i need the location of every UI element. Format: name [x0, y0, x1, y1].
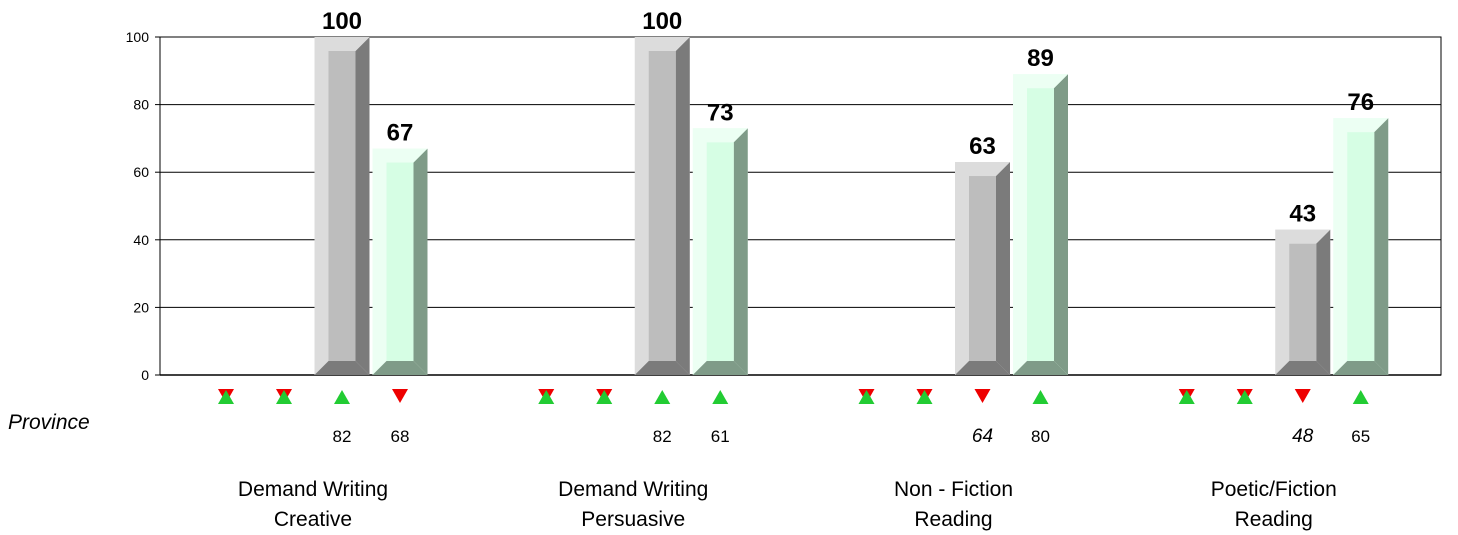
data-label: 100 [322, 8, 362, 35]
province-value: 64 [972, 426, 993, 447]
bar [314, 37, 370, 375]
bar-top [1013, 74, 1068, 89]
up-triangle-icon [1178, 390, 1195, 404]
bar-front [1347, 132, 1375, 361]
x-tick-label: Demand Writing [238, 478, 388, 501]
x-tick-label: Persuasive [581, 508, 685, 531]
down-triangle-icon [1294, 389, 1311, 403]
bar-front [386, 162, 414, 361]
data-label: 43 [1289, 201, 1316, 228]
province-value: 68 [391, 427, 410, 446]
bar-front [328, 51, 356, 361]
data-label: 89 [1027, 45, 1054, 72]
y-tick-label: 40 [133, 232, 149, 248]
province-value: 48 [1292, 426, 1314, 447]
x-tick-label: Non - Fiction [894, 478, 1013, 501]
bar-bottom [955, 361, 1010, 375]
up-triangle-icon [1236, 390, 1253, 404]
bar-top [634, 37, 690, 51]
y-tick-label: 0 [141, 367, 149, 383]
province-row-label: Province [8, 411, 90, 434]
up-triangle-icon [916, 390, 933, 404]
bar [634, 37, 690, 375]
bar-front [648, 51, 676, 361]
bar-side [355, 37, 370, 375]
bar-bottom [372, 361, 428, 375]
up-triangle-icon [858, 390, 875, 404]
bar-front [969, 176, 996, 361]
province-value: 82 [333, 427, 352, 446]
up-triangle-icon [1032, 390, 1049, 404]
bar [372, 148, 428, 375]
bar-side [1316, 229, 1331, 375]
y-tick-label: 80 [133, 97, 149, 113]
y-tick-label: 100 [126, 29, 150, 45]
bar-top [1275, 229, 1331, 244]
bar [1013, 74, 1068, 376]
bar-top [955, 162, 1010, 177]
data-label: 100 [642, 8, 682, 35]
y-tick-label: 60 [133, 164, 149, 180]
bar-side [413, 148, 428, 375]
down-triangle-icon [974, 389, 991, 403]
province-value: 82 [653, 427, 672, 446]
bar-bottom [1013, 361, 1068, 375]
bar-front [1289, 243, 1317, 361]
bar-side [675, 37, 690, 375]
bar-bottom [634, 361, 690, 375]
up-triangle-icon [712, 390, 729, 404]
bar-top [372, 148, 428, 163]
bar-bottom [1333, 361, 1389, 375]
bar-top [1333, 118, 1389, 133]
value-labels: 100 67 100 73 63 89 43 76 [322, 8, 1374, 228]
x-tick-label: Demand Writing [558, 478, 708, 501]
bar-top [314, 37, 370, 51]
y-tick-label: 20 [133, 299, 149, 315]
bar-side [733, 128, 748, 375]
bar-side [1374, 118, 1389, 376]
province-value: 65 [1351, 427, 1370, 446]
up-triangle-icon [276, 390, 292, 404]
x-tick-label: Reading [914, 508, 992, 531]
x-tick-label: Creative [274, 508, 352, 531]
x-tick-label: Poetic/Fiction [1211, 478, 1337, 501]
bars [314, 37, 1389, 376]
bar-top [692, 128, 748, 143]
bar [1333, 118, 1389, 376]
bar [955, 162, 1010, 375]
province-value: 80 [1031, 427, 1050, 446]
data-label: 76 [1347, 89, 1374, 116]
up-triangle-icon [654, 390, 671, 404]
bar-side [996, 162, 1010, 375]
bar-side [1054, 74, 1068, 376]
province-row: Province 82 68 82 61 64 80 48 65 [8, 389, 1370, 447]
bar [692, 128, 748, 375]
data-label: 63 [969, 133, 996, 160]
bar-front [706, 142, 734, 361]
bar-bottom [692, 361, 748, 375]
bar-bottom [314, 361, 370, 375]
up-triangle-icon [218, 390, 234, 404]
data-label: 67 [387, 120, 414, 147]
bar [1275, 229, 1331, 375]
province-value: 61 [711, 427, 730, 446]
bar-front [1027, 88, 1054, 362]
up-triangle-icon [538, 390, 555, 404]
up-triangle-icon [1352, 390, 1369, 404]
up-triangle-icon [596, 390, 613, 404]
data-label: 73 [707, 99, 734, 126]
category-labels: Demand Writing Creative Demand Writing Pers… [238, 478, 1337, 531]
down-triangle-icon [392, 389, 408, 403]
bar-bottom [1275, 361, 1331, 375]
x-tick-label: Reading [1235, 508, 1313, 531]
up-triangle-icon [334, 390, 350, 404]
